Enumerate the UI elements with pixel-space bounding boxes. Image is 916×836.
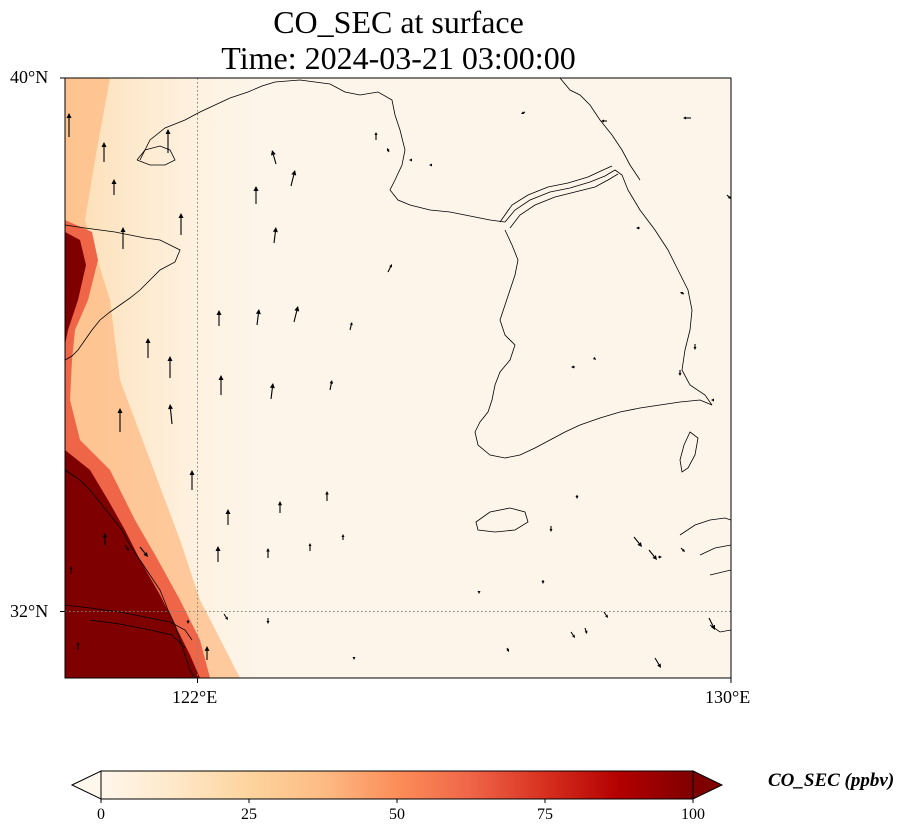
coast-liaodong — [139, 79, 506, 223]
wind-vector — [272, 227, 278, 244]
lon-tick-label-122E: 122°E — [172, 687, 218, 707]
colorbar-tick-100: 100 — [681, 806, 705, 823]
wind-vector — [570, 631, 575, 638]
wind-vector — [349, 322, 353, 331]
wind-vector — [575, 495, 579, 499]
wind-vector — [726, 194, 731, 199]
wind-vector — [189, 470, 195, 490]
wind-vector — [225, 509, 231, 525]
wind-vector — [253, 186, 259, 204]
wind-vector — [521, 111, 526, 114]
wind-vector — [255, 309, 261, 326]
chart-subtitle: Time: 2024-03-21 03:00:00 — [221, 40, 576, 76]
plume-core — [65, 232, 86, 345]
wind-vector — [633, 536, 642, 547]
wind-vector — [215, 546, 221, 562]
colorbar-tick-0: 0 — [97, 806, 105, 823]
wind-vector — [708, 617, 715, 630]
wind-vector — [654, 657, 661, 668]
wind-vector — [277, 501, 283, 513]
lat-tick-label-32N: 32°N — [10, 601, 49, 621]
wind-vector — [601, 119, 607, 123]
wind-vector — [636, 226, 640, 230]
wind-vector — [374, 132, 378, 140]
wind-vector — [429, 163, 432, 167]
wind-vector — [111, 179, 117, 195]
wind-vector — [603, 611, 608, 618]
wind-vectors — [66, 111, 731, 668]
wind-vector — [293, 306, 300, 323]
wind-vector — [165, 129, 171, 153]
wind-vector — [168, 404, 173, 425]
coast-korea-east — [627, 189, 713, 406]
wind-vector — [678, 370, 682, 376]
colorbar-bar — [100, 770, 694, 800]
wind-vector — [204, 646, 210, 660]
wind-vector — [266, 618, 270, 624]
coast-yangtze — [65, 604, 193, 649]
coast-korea-border — [499, 165, 629, 229]
wind-vector — [216, 310, 222, 326]
wind-vector — [571, 365, 575, 369]
wind-vector — [120, 227, 126, 249]
colorbar-tick-25: 25 — [241, 806, 257, 823]
wind-vector — [101, 142, 107, 162]
wind-vector — [270, 150, 277, 165]
wind-vector — [325, 491, 329, 501]
wind-vector — [329, 380, 334, 391]
coast-china-south — [65, 469, 196, 678]
wind-vector — [178, 213, 184, 235]
colorbar-tick-75: 75 — [537, 806, 553, 823]
wind-vector — [117, 408, 123, 432]
colorbar-extend-max — [692, 770, 724, 800]
wind-vector — [549, 526, 553, 532]
wind-vector — [477, 591, 481, 594]
wind-vector — [218, 375, 224, 395]
wind-vector — [145, 338, 151, 358]
lat-tick-label-40N: 40°N — [10, 67, 49, 87]
wind-vector — [290, 170, 297, 187]
wind-vector — [506, 647, 509, 652]
colorbar-tick-marks — [100, 799, 694, 803]
wind-vector — [387, 264, 392, 273]
coast-bohai-west — [136, 145, 176, 166]
wind-vector — [66, 113, 72, 137]
coast-north — [559, 78, 641, 181]
coast-jeju — [475, 507, 529, 533]
wind-vector — [69, 566, 73, 574]
wind-vector — [683, 116, 691, 120]
wind-vector — [341, 534, 345, 540]
chart-title: CO_SEC at surface — [273, 4, 524, 40]
wind-vector — [102, 533, 108, 545]
wind-vector — [352, 657, 356, 660]
wind-vector — [693, 344, 697, 350]
wind-vector — [387, 148, 390, 153]
wind-vector — [592, 356, 596, 360]
wind-vector — [584, 627, 588, 634]
wind-vector — [541, 580, 545, 584]
wind-vector — [680, 292, 685, 295]
colorbar-extend-min — [70, 770, 102, 800]
map-plot — [60, 77, 732, 683]
wind-vector — [76, 642, 80, 650]
wind-vector — [648, 549, 657, 560]
wind-vector — [680, 547, 685, 552]
wind-vector — [658, 555, 662, 559]
coast-korea-west — [474, 229, 713, 459]
map-frame — [64, 77, 732, 679]
wind-vector — [269, 383, 275, 400]
colorbar-label: CO_SEC (ppbv) — [768, 770, 895, 791]
colorbar-tick-50: 50 — [389, 806, 405, 823]
wind-vector — [124, 544, 129, 551]
wind-vector — [266, 548, 270, 558]
wind-vector — [711, 398, 714, 402]
wind-vector — [139, 546, 148, 557]
coast-japan — [679, 431, 731, 633]
wind-vector — [409, 158, 412, 162]
lon-tick-label-130E: 130°E — [705, 687, 751, 707]
wind-vector — [186, 620, 190, 624]
wind-vector — [167, 356, 173, 378]
wind-vector — [223, 613, 228, 620]
wind-vector — [308, 543, 312, 551]
